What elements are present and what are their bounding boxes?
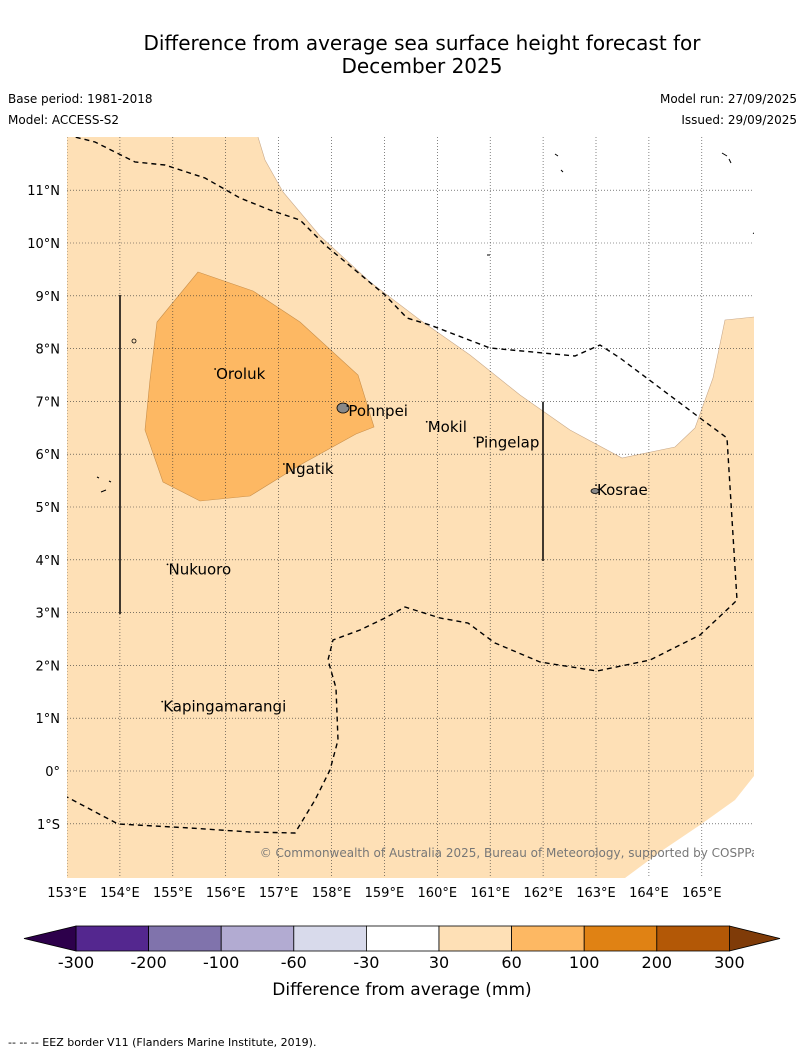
lat-tick-label: 1°N (36, 712, 61, 727)
lat-tick-label: 11°N (27, 184, 60, 199)
kosrae-island (590, 488, 600, 494)
place-label: Kapingamarangi (163, 698, 286, 716)
colorbar-tick-label: -300 (58, 953, 94, 972)
place-label: Pohnpei (348, 402, 408, 420)
copyright-credit: © Commonwealth of Australia 2025, Bureau… (260, 846, 765, 860)
place-marker (595, 484, 597, 487)
place-label: Pingelap (475, 434, 539, 452)
contour-30 (257, 137, 754, 459)
place-marker (425, 420, 428, 423)
base-period: Base period: 1981-2018 (8, 92, 153, 106)
place-label: Oroluk (216, 365, 265, 383)
colorbar-tick-label: -30 (353, 953, 379, 972)
pohnpei-island (336, 402, 350, 414)
lat-tick-label: 9°N (36, 290, 61, 305)
place-label: Kosrae (597, 481, 648, 499)
colorbar-box (583, 925, 658, 952)
lon-tick-label: 157°E (259, 886, 299, 901)
colorbar-ticks: -300 -200 -100 -60 -30 30 60 100 200 300 (58, 953, 745, 972)
lat-tick-label: 8°N (36, 343, 61, 358)
colorbar-tick-label: -100 (203, 953, 239, 972)
lon-tick-label: 161°E (470, 886, 510, 901)
model-run: Model run: 27/09/2025 (659, 92, 797, 106)
lon-tick-label: 154°E (100, 886, 140, 901)
place-label: Mokil (428, 418, 467, 436)
small-islets (96, 152, 754, 493)
lat-tick-label: 1°S (37, 818, 60, 833)
place-label: Ngatik (285, 460, 334, 478)
colorbar-box (148, 925, 222, 952)
atoll-marker (131, 338, 137, 344)
lat-tick-label: 7°N (36, 395, 61, 410)
place-marker (282, 463, 285, 465)
place-marker (166, 563, 169, 566)
lat-tick-label: 3°N (36, 607, 61, 622)
lon-tick-label: 163°E (576, 886, 616, 901)
colorbar-box (293, 925, 367, 952)
place-marker (346, 405, 349, 407)
lon-tick-label: 164°E (629, 886, 669, 901)
lon-tick-label: 160°E (418, 886, 458, 901)
title-line-2: December 2025 (341, 54, 503, 78)
place-marker (161, 700, 164, 703)
anomaly-neutral-region-south (625, 776, 754, 878)
place-marker (473, 436, 476, 439)
colorbar-over-arrow (729, 925, 781, 952)
map-area: Oroluk Pohnpei Mokil Pingelap Ngatik Kosrae Nu… (67, 137, 765, 878)
lon-tick-label: 159°E (365, 886, 405, 901)
colorbar-tick-label: 30 (429, 953, 449, 972)
lat-tick-label: 0° (45, 765, 60, 780)
lon-tick-label: 153°E (47, 886, 87, 901)
lon-tick-label: 158°E (312, 886, 352, 901)
title-line-1: Difference from average sea surface heig… (143, 31, 701, 55)
lat-tick-label: 4°N (36, 554, 61, 569)
colorbar-tick-label: 60 (501, 953, 521, 972)
colorbar-box (438, 925, 512, 952)
lon-tick-label: 156°E (206, 886, 246, 901)
lat-tick-label: 10°N (27, 237, 60, 252)
colorbar-tick-label: 200 (642, 953, 673, 972)
place-label: Nukuoro (169, 560, 232, 578)
lon-tick-label: 162°E (523, 886, 563, 901)
issued-date: Issued: 29/09/2025 (681, 113, 797, 127)
chart-title: Difference from average sea surface heig… (0, 32, 804, 78)
lon-tick-label: 165°E (682, 886, 722, 901)
footnote: -- -- -- EEZ border V11 (Flanders Marine… (8, 1036, 317, 1049)
colorbar-box (75, 925, 149, 952)
colorbar-box (656, 925, 730, 952)
colorbar-tick-label: -200 (130, 953, 166, 972)
colorbar-box (365, 925, 440, 952)
colorbar-box (511, 925, 585, 952)
model-name: Model: ACCESS-S2 (8, 113, 120, 127)
graticule (67, 137, 754, 878)
colorbar-boxes (23, 925, 781, 952)
colorbar-box (220, 925, 295, 952)
lat-tick-label: 6°N (36, 448, 61, 463)
colorbar-tick-label: 100 (569, 953, 600, 972)
axes: 153°E 154°E 155°E 156°E 157°E 158°E 159°E 160°E… (27, 184, 721, 901)
lat-tick-label: 2°N (36, 659, 61, 674)
map: Oroluk Pohnpei Mokil Pingelap Ngatik Kosrae Nu… (27, 137, 765, 901)
anomaly-neutral-region (258, 137, 754, 458)
anomaly-60-100-region (144, 271, 375, 502)
lon-tick-label: 155°E (153, 886, 193, 901)
colorbar-tick-label: -60 (281, 953, 307, 972)
colorbar-title: Difference from average (mm) (272, 980, 531, 1000)
colorbar-under-arrow (23, 925, 77, 952)
place-marker (214, 368, 217, 370)
place-labels: Oroluk Pohnpei Mokil Pingelap Ngatik Kosrae Nu… (161, 365, 648, 716)
islands (96, 152, 754, 494)
colorbar-tick-label: 300 (714, 953, 745, 972)
lat-tick-label: 5°N (36, 501, 61, 516)
